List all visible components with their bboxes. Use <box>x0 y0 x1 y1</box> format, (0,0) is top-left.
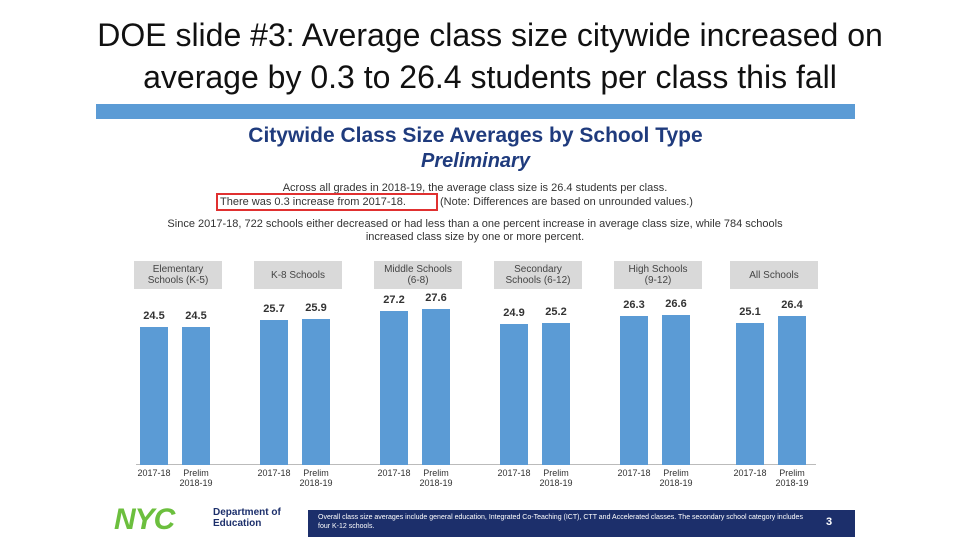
category-header: K-8 Schools <box>254 261 342 289</box>
x-tick-label: 2017-18 <box>377 468 411 478</box>
x-tick-label: 2017-18 <box>617 468 651 478</box>
bar <box>182 326 210 465</box>
bar <box>140 326 168 465</box>
slide-title: DOE slide #3: Average class size citywid… <box>97 17 883 95</box>
category-header: Elementary Schools (K-5) <box>134 261 222 289</box>
logo: NYC <box>114 503 175 536</box>
footer-note: Overall class size averages include gene… <box>318 514 803 530</box>
value-label: 24.5 <box>185 309 207 322</box>
department: Department of Education <box>213 507 281 529</box>
category-header: Secondary Schools (6-12) <box>494 261 582 289</box>
bar <box>380 311 408 465</box>
note: There was 0.3 increase from 2017-18. <box>220 196 406 208</box>
bar <box>662 314 690 465</box>
bar <box>542 322 570 465</box>
x-tick-label: 2017-18 <box>257 468 291 478</box>
bar <box>778 315 806 465</box>
category-header: Middle Schools (6-8) <box>374 261 462 289</box>
value-label: 25.9 <box>305 301 327 314</box>
bar <box>620 316 648 465</box>
baseline <box>136 464 816 465</box>
value-label: 24.5 <box>143 309 165 322</box>
header-band <box>96 104 855 119</box>
x-tick-label: Prelim 2018-19 <box>179 468 213 488</box>
value-label: 24.9 <box>503 307 525 320</box>
x-tick-label: Prelim 2018-19 <box>419 468 453 488</box>
note: Across all grades in 2018-19, the averag… <box>282 182 668 194</box>
category-header: High Schools (9-12) <box>614 261 702 289</box>
x-tick-label: 2017-18 <box>137 468 171 478</box>
chart-subtitle: Preliminary <box>421 150 530 172</box>
bar <box>500 324 528 465</box>
value-label: 25.7 <box>263 302 285 315</box>
page-number: 3 <box>826 516 833 528</box>
value-label: 25.1 <box>739 306 761 319</box>
x-tick-label: 2017-18 <box>497 468 531 478</box>
value-label: 26.6 <box>665 297 687 310</box>
value-label: 27.2 <box>383 294 405 307</box>
x-tick-label: 2017-18 <box>733 468 767 478</box>
category-header: All Schools <box>730 261 818 289</box>
footer-band <box>308 510 855 537</box>
x-tick-label: Prelim 2018-19 <box>775 468 809 488</box>
bar <box>422 309 450 465</box>
highlight-box <box>216 193 438 211</box>
bar <box>302 318 330 465</box>
value-label: 26.4 <box>781 298 803 311</box>
value-label: 25.2 <box>545 305 567 318</box>
value-label: 26.3 <box>623 299 645 312</box>
value-label: 27.6 <box>425 292 447 305</box>
note: Since 2017-18, 722 schools either decrea… <box>167 218 783 243</box>
x-tick-label: Prelim 2018-19 <box>299 468 333 488</box>
note: (Note: Differences are based on unrounde… <box>440 196 693 208</box>
bar <box>736 323 764 465</box>
x-tick-label: Prelim 2018-19 <box>539 468 573 488</box>
x-tick-label: Prelim 2018-19 <box>659 468 693 488</box>
chart-title: Citywide Class Size Averages by School T… <box>248 124 703 147</box>
bar <box>260 319 288 465</box>
